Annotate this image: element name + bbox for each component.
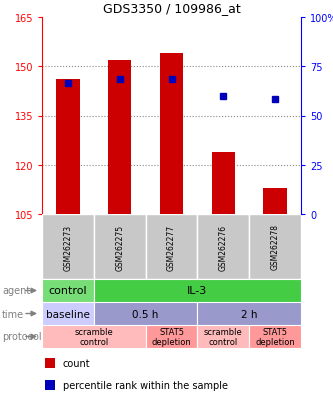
Bar <box>249 214 301 279</box>
Bar <box>94 279 301 302</box>
Bar <box>249 325 301 348</box>
Bar <box>212 152 235 214</box>
Text: count: count <box>63 358 90 368</box>
Text: protocol: protocol <box>2 332 42 342</box>
Text: STAT5
depletion: STAT5 depletion <box>255 328 295 346</box>
Bar <box>146 325 197 348</box>
Text: scramble
control: scramble control <box>74 328 113 346</box>
Bar <box>45 358 55 368</box>
Text: GSM262278: GSM262278 <box>271 224 280 270</box>
Bar <box>42 214 94 279</box>
Bar <box>197 214 249 279</box>
Bar <box>42 302 94 325</box>
Text: time: time <box>2 309 24 319</box>
Text: scramble
control: scramble control <box>204 328 243 346</box>
Text: GSM262275: GSM262275 <box>115 224 124 270</box>
Bar <box>45 380 55 390</box>
Text: 2 h: 2 h <box>241 309 257 319</box>
Text: IL-3: IL-3 <box>187 286 207 296</box>
Text: GSM262277: GSM262277 <box>167 224 176 270</box>
Bar <box>263 188 287 214</box>
Bar <box>160 54 183 214</box>
Text: control: control <box>49 286 87 296</box>
Text: GSM262273: GSM262273 <box>63 224 72 270</box>
Bar <box>42 325 146 348</box>
Text: agent: agent <box>2 286 30 296</box>
Bar <box>108 61 131 214</box>
Text: STAT5
depletion: STAT5 depletion <box>152 328 191 346</box>
Bar <box>42 279 94 302</box>
Text: 0.5 h: 0.5 h <box>133 309 159 319</box>
Text: baseline: baseline <box>46 309 90 319</box>
Bar <box>197 302 301 325</box>
Text: percentile rank within the sample: percentile rank within the sample <box>63 380 228 390</box>
Bar <box>197 325 249 348</box>
Title: GDS3350 / 109986_at: GDS3350 / 109986_at <box>103 2 240 15</box>
Text: GSM262276: GSM262276 <box>219 224 228 270</box>
Bar <box>146 214 197 279</box>
Bar <box>94 214 146 279</box>
Bar <box>94 302 197 325</box>
Bar <box>56 80 80 214</box>
